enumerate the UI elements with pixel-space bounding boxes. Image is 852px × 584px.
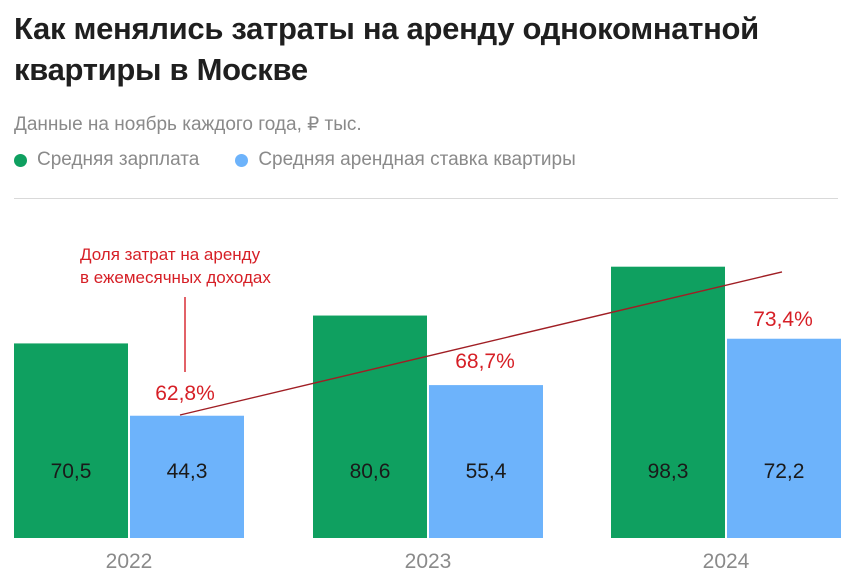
legend-dot-rent bbox=[235, 153, 249, 167]
chart-title: Как менялись затраты на аренду однокомна… bbox=[14, 11, 759, 87]
legend-item-salary: Средняя зарплата bbox=[14, 149, 199, 171]
bar-salary-2023 bbox=[313, 315, 427, 538]
chart-subtitle: Данные на ноябрь каждого года, ₽ тыс. bbox=[14, 114, 362, 135]
legend-item-rent: Средняя арендная ставка квартиры bbox=[235, 149, 576, 171]
share-label-2024: 73,4% bbox=[753, 308, 813, 331]
legend-label-rent: Средняя арендная ставка квартиры bbox=[258, 149, 576, 170]
share-trend-line bbox=[179, 271, 783, 416]
bar-salary-2022 bbox=[14, 343, 128, 538]
value-label-salary-2023: 80,6 bbox=[350, 460, 391, 483]
value-label-rent-2022: 44,3 bbox=[167, 460, 208, 483]
share-label-2022: 62,8% bbox=[155, 382, 215, 405]
bar-rent-2022 bbox=[130, 415, 244, 538]
x-tick-label-2023: 2023 bbox=[405, 550, 452, 573]
legend: Средняя зарплата Средняя арендная ставка… bbox=[14, 149, 576, 171]
value-label-salary-2022: 70,5 bbox=[51, 460, 92, 483]
x-tick-label-2022: 2022 bbox=[106, 550, 153, 573]
annotation-line-1: Доля затрат на аренду bbox=[80, 245, 261, 264]
legend-label-salary: Средняя зарплата bbox=[37, 149, 200, 170]
bar-rent-2024 bbox=[727, 338, 841, 538]
x-tick-label-2024: 2024 bbox=[703, 550, 750, 573]
value-label-rent-2023: 55,4 bbox=[466, 460, 507, 483]
value-label-rent-2024: 72,2 bbox=[764, 460, 805, 483]
divider bbox=[14, 198, 838, 199]
value-label-salary-2024: 98,3 bbox=[648, 460, 689, 483]
share-label-2023: 68,7% bbox=[455, 350, 515, 373]
legend-dot-salary bbox=[14, 153, 27, 167]
bar-rent-2023 bbox=[429, 385, 543, 538]
annotation-line-2: в ежемесячных доходах bbox=[80, 268, 271, 287]
bar-salary-2024 bbox=[611, 266, 725, 538]
